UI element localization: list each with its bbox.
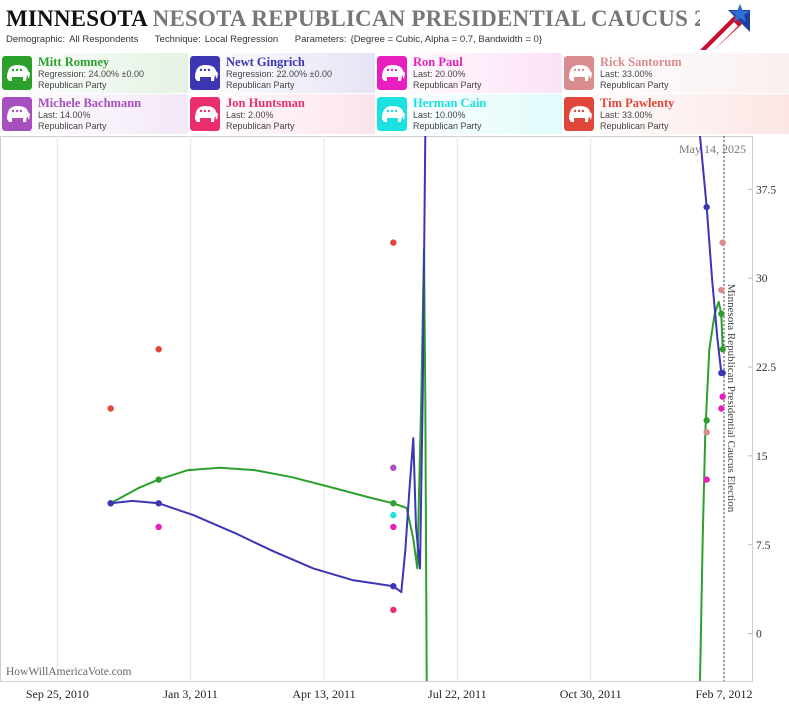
election-label: Minnesota Republican Presidential Caucus…	[725, 284, 737, 513]
x-tick-label: Jul 22, 2011	[428, 687, 487, 701]
candidate-name: Tim Pawlenty	[600, 96, 675, 110]
page-title: MINNESOTA NESOTA REPUBLICAN PRESIDENTIAL…	[6, 6, 741, 32]
regression-curve-newt-gingrich	[110, 136, 427, 594]
y-tick-label: 7.5	[756, 540, 771, 552]
poll-point-newt-gingrich	[703, 203, 710, 211]
parameters-label: Parameters:	[294, 34, 347, 45]
regression-curve-mitt-romney	[110, 247, 428, 681]
candidate-party: Republican Party	[226, 121, 295, 131]
title-race: NESOTA REPUBLICAN PRESIDENTIAL CAUCUS 20…	[152, 6, 741, 31]
candidate-stat: Last: 10.00%	[413, 110, 466, 120]
candidate-name: Herman Cain	[413, 96, 487, 110]
x-tick-label: Feb 7, 2012	[696, 687, 753, 701]
technique-label: Technique:	[154, 34, 201, 45]
candidate-stat: Regression: 24.00% ±0.00	[38, 69, 145, 79]
candidate-stat: Last: 33.00%	[600, 110, 653, 120]
y-tick-label: 22.5	[756, 362, 776, 374]
candidate-name: Michele Bachmann	[38, 96, 142, 110]
candidate-name: Newt Gingrich	[226, 55, 305, 69]
header: MINNESOTA NESOTA REPUBLICAN PRESIDENTIAL…	[0, 0, 789, 52]
candidate-name: Jon Huntsman	[226, 96, 305, 110]
title-state: MINNESOTA	[6, 6, 147, 31]
candidate-name: Ron Paul	[413, 55, 463, 69]
elephant-icon	[564, 56, 594, 90]
legend-item-tim-pawlenty[interactable]: Tim Pawlenty Last: 33.00% Republican Party	[562, 94, 789, 134]
poll-point-mitt-romney	[390, 500, 397, 507]
demographic-value[interactable]: All Respondents	[69, 34, 139, 45]
poll-point-mitt-romney	[718, 310, 725, 317]
poll-point-tim-pawlenty	[155, 346, 162, 353]
legend-item-jon-huntsman[interactable]: Jon Huntsman Last: 2.00% Republican Party	[188, 94, 376, 134]
elephant-icon	[377, 56, 407, 90]
poll-point-tim-pawlenty	[107, 405, 114, 412]
x-tick-label: Sep 25, 2010	[26, 687, 89, 701]
poll-point-jon-huntsman	[390, 606, 397, 614]
poll-point-rick-santorum	[703, 428, 710, 436]
y-tick-label: 15	[756, 451, 768, 463]
elephant-icon	[2, 56, 32, 90]
elephant-icon	[564, 97, 594, 131]
candidate-party: Republican Party	[38, 121, 107, 131]
poll-point-mitt-romney	[155, 476, 162, 483]
poll-point-ron-paul	[390, 523, 397, 531]
candidate-stat: Last: 20.00%	[413, 69, 466, 79]
legend-item-ron-paul[interactable]: Ron Paul Last: 20.00% Republican Party	[375, 53, 563, 93]
y-tick-label: 37.5	[756, 184, 776, 196]
poll-point-mitt-romney	[703, 417, 710, 424]
y-tick-label: 30	[756, 273, 768, 285]
poll-point-newt-gingrich	[719, 369, 726, 377]
chart-area: Sep 25, 2010 Jan 3, 2011 Apr 13, 2011 Jul 2…	[0, 136, 789, 704]
candidate-name: Mitt Romney	[38, 55, 110, 69]
candidate-stat: Last: 14.00%	[38, 110, 91, 120]
poll-point-ron-paul	[703, 476, 710, 483]
elephant-icon	[190, 97, 220, 131]
parameters-bar: Demographic: All Respondents Technique: Lo…	[6, 34, 556, 45]
site-logo-icon	[700, 2, 750, 50]
legend-item-newt-gingrich[interactable]: Newt Gingrich Regression: 22.00% ±0.00 Rep…	[188, 53, 376, 93]
candidate-name: Rick Santorum	[600, 55, 682, 69]
poll-point-newt-gingrich	[107, 500, 114, 507]
poll-point-mitt-romney	[719, 346, 726, 353]
parameters-value[interactable]: {Degree = Cubic, Alpha = 0.7, Bandwidth …	[350, 34, 543, 45]
candidate-stat: Regression: 22.00% ±0.00	[226, 69, 333, 79]
candidate-legend: Mitt Romney Regression: 24.00% ±0.00 Repub…	[0, 53, 789, 135]
chart-svg: Sep 25, 2010 Jan 3, 2011 Apr 13, 2011 Jul 2…	[0, 136, 776, 701]
x-tick-label: Apr 13, 2011	[292, 687, 355, 701]
candidate-party: Republican Party	[38, 80, 107, 90]
x-tick-label: Jan 3, 2011	[163, 687, 218, 701]
demographic-label: Demographic:	[6, 34, 66, 45]
elephant-icon	[377, 97, 407, 131]
candidate-stat: Last: 2.00%	[226, 110, 274, 120]
poll-point-newt-gingrich	[155, 500, 162, 507]
poll-point-rick-santorum	[718, 286, 725, 294]
candidate-party: Republican Party	[226, 80, 295, 90]
legend-item-mitt-romney[interactable]: Mitt Romney Regression: 24.00% ±0.00 Repub…	[0, 53, 188, 93]
poll-point-ron-paul	[718, 405, 725, 412]
technique-value[interactable]: Local Regression	[204, 34, 279, 45]
candidate-stat: Last: 33.00%	[600, 69, 653, 79]
legend-item-rick-santorum[interactable]: Rick Santorum Last: 33.00% Republican Part…	[562, 53, 789, 93]
poll-point-tim-pawlenty	[390, 239, 397, 246]
poll-point-michele-bachmann	[390, 464, 397, 471]
elephant-icon	[190, 56, 220, 90]
poll-point-herman-cain	[390, 511, 397, 519]
watermark: HowWillAmericaVote.com	[6, 666, 132, 678]
plot-frame	[0, 136, 753, 682]
current-date-label: May 14, 2025	[679, 142, 746, 156]
elephant-icon	[2, 97, 32, 131]
poll-point-newt-gingrich	[390, 583, 397, 590]
poll-point-ron-paul	[155, 523, 162, 531]
poll-point-ron-paul	[719, 393, 726, 400]
candidate-party: Republican Party	[600, 121, 669, 131]
candidate-party: Republican Party	[600, 80, 669, 90]
candidate-party: Republican Party	[413, 80, 482, 90]
poll-point-rick-santorum	[719, 239, 726, 246]
y-tick-label: 0	[756, 629, 762, 641]
legend-item-michele-bachmann[interactable]: Michele Bachmann Last: 14.00% Republican P…	[0, 94, 188, 134]
candidate-party: Republican Party	[413, 121, 482, 131]
x-tick-label: Oct 30, 2011	[560, 687, 622, 701]
legend-item-herman-cain[interactable]: Herman Cain Last: 10.00% Republican Party	[375, 94, 563, 134]
